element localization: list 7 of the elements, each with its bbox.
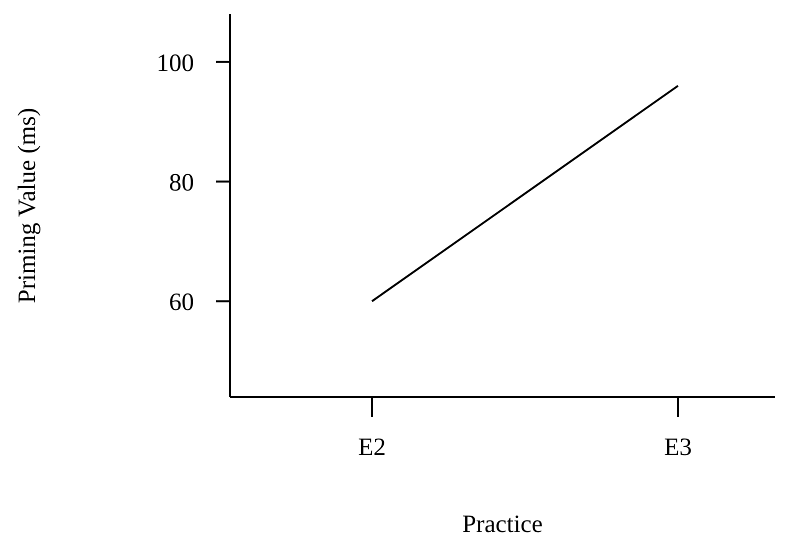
y-tick-label: 60 [169, 289, 194, 316]
x-tick-label: E3 [664, 434, 692, 461]
x-axis-title: Practice [462, 511, 543, 534]
x-tick-label: E2 [358, 434, 386, 461]
y-tick-label: 80 [169, 169, 194, 196]
y-axis-title: Priming Value (ms) [14, 108, 41, 304]
y-tick-label: 100 [156, 50, 194, 77]
